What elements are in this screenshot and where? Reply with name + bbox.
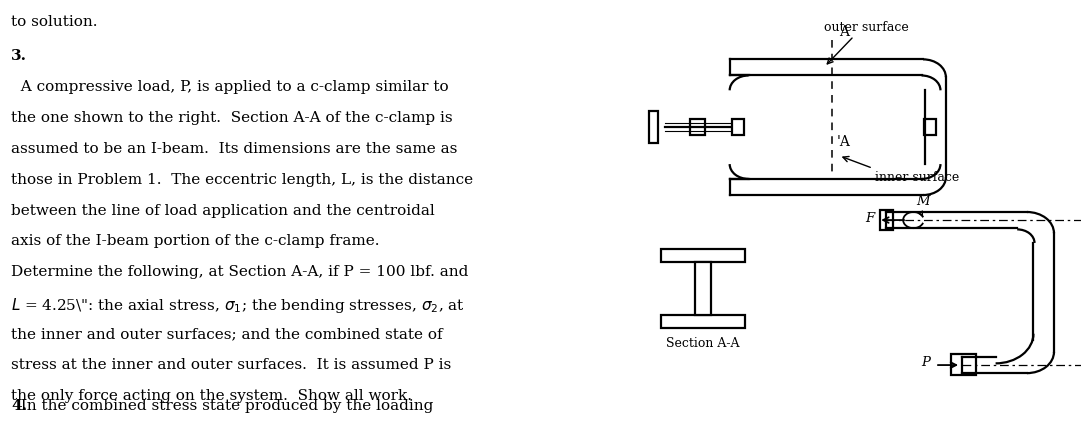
- Text: Section A-A: Section A-A: [666, 337, 739, 350]
- Text: 3.: 3.: [11, 49, 27, 63]
- Text: to solution.: to solution.: [11, 15, 97, 29]
- Bar: [660, 315, 745, 327]
- Text: $L$ = 4.25\": the axial stress, $\sigma_1$; the bending stresses, $\sigma_2$, at: $L$ = 4.25\": the axial stress, $\sigma_…: [11, 296, 465, 315]
- Text: In the combined stress state produced by the loading: In the combined stress state produced by…: [11, 399, 433, 413]
- Bar: [649, 111, 658, 143]
- Bar: [880, 210, 893, 230]
- Text: P: P: [921, 357, 930, 369]
- Text: those in Problem 1.  The eccentric length, L, is the distance: those in Problem 1. The eccentric length…: [11, 173, 473, 187]
- Bar: [695, 262, 711, 315]
- Text: A compressive load, P, is applied to a c-clamp similar to: A compressive load, P, is applied to a c…: [11, 80, 449, 94]
- Text: outer surface: outer surface: [824, 21, 908, 34]
- Bar: [660, 249, 745, 262]
- Text: Determine the following, at Section A-A, if P = 100 lbf. and: Determine the following, at Section A-A,…: [11, 265, 469, 279]
- Text: assumed to be an I-beam.  Its dimensions are the same as: assumed to be an I-beam. Its dimensions …: [11, 142, 457, 156]
- Text: 'A: 'A: [837, 135, 851, 149]
- Text: F: F: [865, 212, 875, 225]
- Text: the only force acting on the system.  Show all work.: the only force acting on the system. Sho…: [11, 389, 412, 403]
- Text: stress at the inner and outer surfaces.  It is assumed P is: stress at the inner and outer surfaces. …: [11, 358, 452, 372]
- Bar: [690, 119, 705, 135]
- Text: A: A: [839, 25, 849, 39]
- Text: the inner and outer surfaces; and the combined state of: the inner and outer surfaces; and the co…: [11, 327, 443, 341]
- Text: inner surface: inner surface: [875, 171, 959, 184]
- Text: M: M: [917, 195, 930, 208]
- Bar: [951, 354, 976, 375]
- Text: between the line of load application and the centroidal: between the line of load application and…: [11, 204, 435, 218]
- Text: axis of the I-beam portion of the c-clamp frame.: axis of the I-beam portion of the c-clam…: [11, 234, 379, 248]
- Bar: [732, 119, 744, 135]
- Bar: [924, 119, 936, 135]
- Text: the one shown to the right.  Section A-A of the c-clamp is: the one shown to the right. Section A-A …: [11, 111, 453, 125]
- Text: 4.: 4.: [11, 399, 27, 413]
